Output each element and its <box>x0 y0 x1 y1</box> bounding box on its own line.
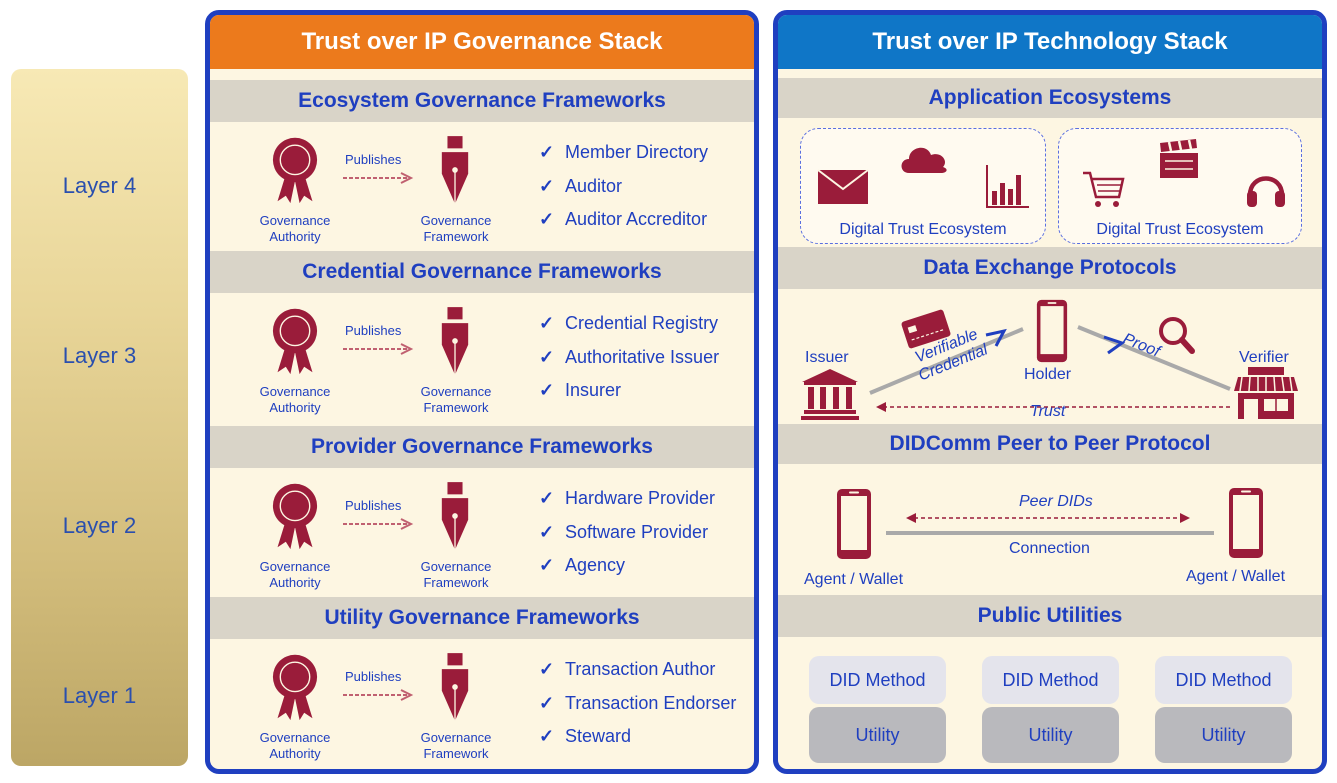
publishes-arrow-icon <box>343 172 414 184</box>
check-item: ✓ Insurer <box>539 380 622 400</box>
gov-section-title: Ecosystem Governance Frameworks <box>210 80 754 122</box>
data-exchange-diagram <box>801 299 1298 420</box>
didcomm-title: DIDComm Peer to Peer Protocol <box>778 424 1322 464</box>
headphones-icon <box>1247 176 1285 207</box>
layer-4-label: Layer 4 <box>62 173 137 198</box>
publishes-arrow-icon <box>343 689 414 701</box>
layer-1-label: Layer 1 <box>62 683 137 708</box>
ecosystem-label-2: Digital Trust Ecosystem <box>1096 221 1264 238</box>
technology-title: Trust over IP Technology Stack <box>778 15 1322 69</box>
publishes-arrow-icon <box>343 518 414 530</box>
publishes-label: Publishes <box>345 323 402 338</box>
magnifier-icon <box>1159 317 1195 354</box>
check-icon: ✓ <box>539 488 555 508</box>
app-ecosystems-title: Application Ecosystems <box>778 78 1322 118</box>
utility-2: Utility <box>982 707 1119 763</box>
governance-authority-label: Governance Authority <box>259 213 331 244</box>
bank-icon <box>801 369 859 420</box>
shopping-cart-icon <box>1083 171 1125 207</box>
fountain-pen-icon <box>441 481 469 551</box>
connection-label: Connection <box>1009 540 1090 557</box>
store-icon <box>1234 367 1298 419</box>
governance-authority-label: Governance Authority <box>259 730 331 761</box>
ecosystem-card-1: Digital Trust Ecosystem <box>800 128 1046 244</box>
check-item: ✓ Auditor <box>539 176 623 196</box>
check-item: ✓ Hardware Provider <box>539 488 716 508</box>
check-icon: ✓ <box>539 347 555 367</box>
cloud-icon <box>901 147 947 173</box>
did-method-2: DID Method <box>982 656 1119 704</box>
publishes-label: Publishes <box>345 498 402 513</box>
governance-framework-label: Governance Framework <box>420 730 492 761</box>
fountain-pen-icon <box>441 652 469 722</box>
data-exchange-title: Data Exchange Protocols <box>778 247 1322 289</box>
ecosystem-label-1: Digital Trust Ecosystem <box>839 221 1007 238</box>
layer-3-label: Layer 3 <box>62 343 137 368</box>
fountain-pen-icon <box>441 306 469 376</box>
check-icon: ✓ <box>539 659 555 679</box>
gov-section-title: Provider Governance Frameworks <box>210 426 754 468</box>
check-icon: ✓ <box>539 693 555 713</box>
check-icon: ✓ <box>539 142 555 162</box>
technology-panel: Trust over IP Technology Stack Applicati… <box>773 10 1327 774</box>
ecosystem-card-2: Digital Trust Ecosystem <box>1058 128 1302 244</box>
utility-3: Utility <box>1155 707 1292 763</box>
award-ribbon-icon <box>272 137 318 204</box>
governance-authority-label: Governance Authority <box>259 559 331 590</box>
check-icon: ✓ <box>539 380 555 400</box>
check-icon: ✓ <box>539 726 555 746</box>
gov-section-title: Credential Governance Frameworks <box>210 251 754 293</box>
public-utilities-title: Public Utilities <box>778 595 1322 637</box>
layer-column: Layer 4 Layer 3 Layer 2 Layer 1 <box>11 69 188 766</box>
verifier-label: Verifier <box>1239 349 1289 366</box>
check-icon: ✓ <box>539 313 555 333</box>
holder-phone-icon <box>1036 299 1068 363</box>
envelope-icon <box>817 169 869 204</box>
publishes-label: Publishes <box>345 152 402 167</box>
governance-title: Trust over IP Governance Stack <box>210 15 754 69</box>
agent-wallet-left-label: Agent / Wallet <box>804 571 904 588</box>
agent-right-phone-icon <box>1229 488 1263 558</box>
check-icon: ✓ <box>539 555 555 575</box>
check-icon: ✓ <box>539 209 555 229</box>
check-item: ✓ Agency <box>539 555 626 575</box>
check-item: ✓ Credential Registry <box>539 313 719 333</box>
award-ribbon-icon <box>272 654 318 721</box>
governance-framework-label: Governance Framework <box>420 213 492 244</box>
governance-framework-label: Governance Framework <box>420 384 492 415</box>
publishes-label: Publishes <box>345 669 402 684</box>
award-ribbon-icon <box>272 483 318 550</box>
clapperboard-icon <box>1160 139 1198 178</box>
issuer-label: Issuer <box>805 349 849 366</box>
check-item: ✓ Transaction Endorser <box>539 693 737 713</box>
check-item: ✓ Auditor Accreditor <box>539 209 708 229</box>
agent-wallet-right-label: Agent / Wallet <box>1186 568 1286 585</box>
check-item: ✓ Member Directory <box>539 142 709 162</box>
governance-authority-label: Governance Authority <box>259 384 331 415</box>
governance-framework-label: Governance Framework <box>420 559 492 590</box>
did-method-3: DID Method <box>1155 656 1292 704</box>
bar-chart-icon <box>986 165 1029 208</box>
check-item: ✓ Authoritative Issuer <box>539 347 720 367</box>
credit-card-icon <box>901 309 951 349</box>
peer-dids-label: Peer DIDs <box>1019 493 1093 510</box>
check-icon: ✓ <box>539 176 555 196</box>
governance-panel: Trust over IP Governance Stack Ecosystem… <box>205 10 759 774</box>
holder-label: Holder <box>1024 366 1072 383</box>
check-item: ✓ Transaction Author <box>539 659 716 679</box>
utility-1: Utility <box>809 707 946 763</box>
fountain-pen-icon <box>441 135 469 205</box>
didcomm-diagram <box>837 488 1263 559</box>
did-method-1: DID Method <box>809 656 946 704</box>
gov-section-title: Utility Governance Frameworks <box>210 597 754 639</box>
award-ribbon-icon <box>272 308 318 375</box>
layer-2-label: Layer 2 <box>62 513 137 538</box>
trust-label: Trust <box>1030 403 1066 420</box>
check-item: ✓ Steward <box>539 726 632 746</box>
publishes-arrow-icon <box>343 343 414 355</box>
agent-left-phone-icon <box>837 489 871 559</box>
check-item: ✓ Software Provider <box>539 522 709 542</box>
check-icon: ✓ <box>539 522 555 542</box>
